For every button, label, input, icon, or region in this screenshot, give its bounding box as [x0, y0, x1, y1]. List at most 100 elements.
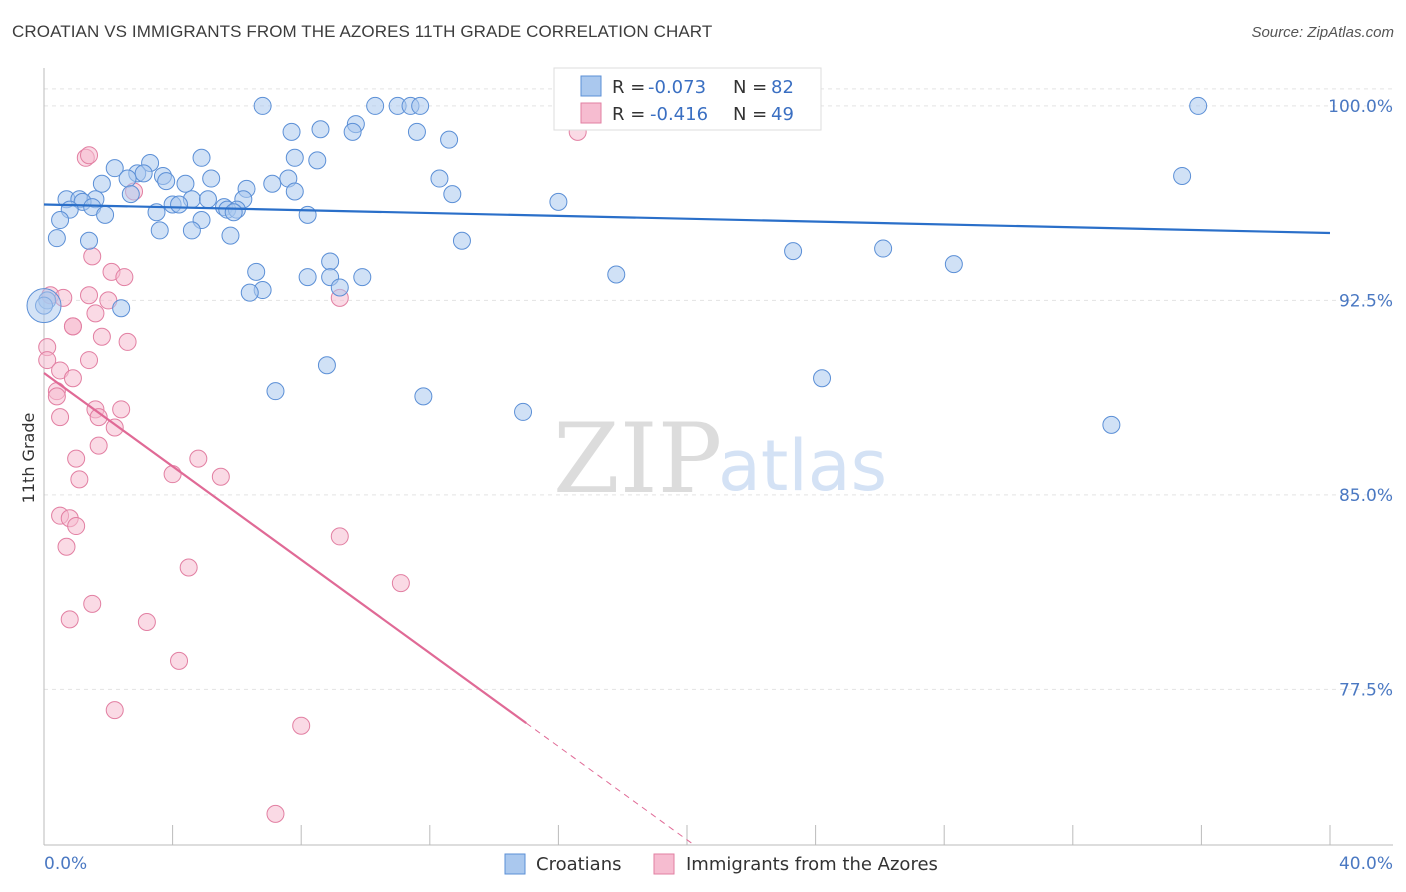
azores-point — [51, 408, 70, 427]
croatian-point — [121, 185, 140, 204]
azores-point — [105, 418, 124, 437]
croatian-point — [105, 159, 124, 178]
croatian-point — [353, 268, 372, 287]
stats-legend: R = -0.073 N = 82 R = -0.416 N = 49 — [553, 67, 822, 131]
azores-point — [83, 594, 102, 613]
croatian-point — [263, 174, 282, 193]
croatian-point — [298, 268, 317, 287]
croatian-point — [198, 190, 217, 209]
legend-r-label-1: R = — [612, 77, 645, 98]
grid-lines — [44, 88, 1393, 690]
croatian-point — [150, 221, 169, 240]
croatian-point — [874, 239, 893, 258]
azores-point — [57, 537, 76, 556]
legend-n-label-2: N = — [733, 104, 767, 125]
croatian-point — [176, 174, 195, 193]
legend-azores-swatch — [653, 853, 675, 875]
trend-lines — [43, 203, 1331, 846]
croatian-point — [51, 211, 70, 230]
y-tick-labels: 77.5% 85.0% 92.5% 100.0% — [1328, 97, 1393, 700]
source-label: Source: ZipAtlas.com — [1251, 24, 1394, 41]
croatian-point — [285, 182, 304, 201]
croatian-point — [47, 229, 66, 248]
azores-point — [86, 304, 105, 323]
azores-point — [38, 351, 57, 370]
series-legend: Croatians Immigrants from the Azores — [504, 853, 938, 875]
croatian-point — [308, 151, 327, 170]
croatian-point — [182, 221, 201, 240]
croatian-point — [944, 255, 963, 274]
azores-point — [63, 369, 82, 388]
legend-n-label-1: N = — [733, 77, 767, 98]
croatian-point — [298, 205, 317, 224]
croatian-point — [317, 356, 336, 375]
azores-trend-extension — [525, 722, 695, 846]
chart-title: CROATIAN VS IMMIGRANTS FROM THE AZORES 1… — [12, 22, 713, 41]
croatians-trend-line — [43, 203, 1331, 235]
croatian-point — [1173, 166, 1192, 185]
azores-point — [170, 651, 189, 670]
croatian-point — [282, 122, 301, 141]
y-tick-label: 92.5% — [1339, 291, 1393, 311]
croatian-point — [170, 195, 189, 214]
croatian-point-large — [26, 288, 62, 324]
croatian-point — [343, 122, 362, 141]
y-tick-label: 100.0% — [1328, 97, 1393, 117]
croatian-point — [221, 226, 240, 245]
croatian-point — [118, 169, 137, 188]
croatian-point — [330, 278, 349, 297]
croatian-point — [202, 169, 221, 188]
azores-point — [266, 804, 285, 823]
watermark-zip: ZIP — [553, 403, 722, 515]
y-tick-label: 85.0% — [1339, 486, 1393, 506]
azores-point — [211, 467, 230, 486]
azores-point — [67, 517, 86, 536]
legend-r-label-2: R = — [612, 104, 645, 125]
y-axis-title: 11th Grade — [19, 413, 38, 504]
legend-r-value-2: -0.416 — [650, 104, 708, 125]
croatian-point — [411, 96, 430, 115]
croatian-point — [443, 185, 462, 204]
croatian-point — [321, 252, 340, 271]
legend-n-value-2: 49 — [771, 104, 794, 125]
croatian-point — [157, 172, 176, 191]
croatian-point — [192, 148, 211, 167]
croatian-point — [452, 231, 471, 250]
azores-point — [118, 332, 137, 351]
legend-azores-label: Immigrants from the Azores — [686, 854, 938, 875]
croatian-point — [285, 148, 304, 167]
croatian-point — [266, 382, 285, 401]
azores-point — [330, 527, 349, 546]
legend-r-value-1: -0.073 — [648, 77, 706, 98]
azores-point — [63, 317, 82, 336]
azores-point — [89, 408, 108, 427]
croatian-point — [430, 169, 449, 188]
azores-point — [189, 449, 208, 468]
croatian-point — [1102, 415, 1121, 434]
croatians-swatch — [580, 75, 602, 97]
croatian-point — [253, 96, 272, 115]
azores-point — [80, 351, 99, 370]
azores-point — [80, 146, 99, 165]
croatian-point — [784, 242, 803, 261]
croatian-point — [96, 205, 115, 224]
croatian-point — [92, 174, 111, 193]
azores-point — [83, 247, 102, 266]
croatian-point — [514, 402, 533, 421]
azores-point — [115, 268, 134, 287]
croatian-point — [247, 262, 266, 281]
azores-point — [60, 610, 79, 629]
watermark-atlas: atlas — [718, 425, 887, 507]
croatian-point — [549, 192, 568, 211]
croatian-point — [311, 120, 330, 139]
croatian-point — [414, 387, 433, 406]
x-tick-label-max: 40.0% — [1339, 854, 1393, 874]
axes — [43, 68, 1393, 846]
croatian-point — [813, 369, 832, 388]
croatian-point — [1189, 96, 1208, 115]
azores-point — [137, 612, 156, 631]
x-tick-label-min: 0.0% — [44, 854, 87, 874]
croatian-point — [607, 265, 626, 284]
croatian-points — [26, 96, 1208, 434]
